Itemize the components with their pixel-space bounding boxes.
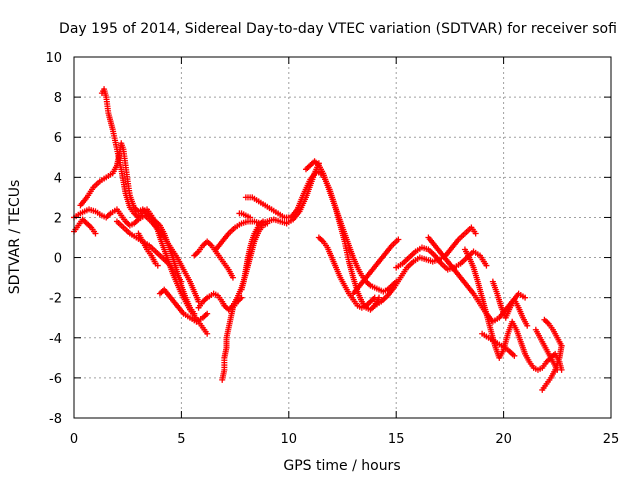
series-track-13 — [236, 210, 254, 221]
series-track-5 — [113, 218, 185, 285]
data-point — [558, 342, 565, 349]
series-track-8 — [195, 220, 271, 313]
data-point — [524, 322, 531, 329]
y-tick-label: 2 — [54, 211, 62, 226]
data-point — [483, 262, 490, 269]
data-point — [178, 278, 185, 285]
data-point — [260, 218, 267, 225]
ticks — [73, 56, 612, 419]
data-point — [371, 294, 378, 301]
series-track-23 — [479, 330, 518, 359]
series-track-14 — [242, 168, 383, 313]
data-point — [511, 352, 518, 359]
data-layer — [71, 86, 565, 393]
x-tick-label: 20 — [495, 432, 512, 447]
x-tick-label: 0 — [70, 432, 78, 447]
data-point — [395, 236, 402, 243]
data-point — [204, 310, 211, 317]
data-point — [247, 214, 254, 221]
plot-frame — [73, 56, 612, 419]
series-track-15 — [302, 158, 400, 295]
series-track-26 — [541, 316, 565, 349]
series-track-25 — [539, 342, 565, 393]
y-tick-label: -6 — [49, 372, 62, 387]
data-point — [522, 294, 529, 301]
y-tick-label: 8 — [54, 91, 62, 106]
x-tick-label: 10 — [281, 432, 298, 447]
series-track-4 — [71, 216, 99, 237]
series-track-16 — [315, 234, 378, 311]
data-point — [238, 294, 245, 301]
x-axis-label: GPS time / hours — [283, 458, 400, 474]
data-point — [154, 262, 161, 269]
series-track-17 — [350, 236, 402, 297]
series-track-19 — [393, 244, 490, 273]
y-tick-label: 10 — [45, 51, 62, 66]
y-tick-label: -8 — [49, 412, 62, 427]
series-track-22 — [489, 278, 531, 329]
series-track-9 — [191, 238, 236, 281]
y-tick-label: -2 — [49, 292, 62, 307]
series-track-10 — [219, 294, 245, 383]
series-track-6 — [135, 230, 161, 269]
y-tick-label: -4 — [49, 332, 62, 347]
series-track-18 — [371, 224, 479, 309]
series-track-7 — [156, 286, 211, 325]
data-point — [229, 274, 236, 281]
x-tick-label: 15 — [388, 432, 405, 447]
data-point — [472, 230, 479, 237]
x-tick-label: 5 — [177, 432, 185, 447]
tick-labels: 0 5 10 15 20 25 -8 -6 -4 -2 0 2 4 6 8 10 — [45, 51, 619, 447]
data-point — [92, 230, 99, 237]
y-tick-label: 6 — [54, 131, 62, 146]
data-point — [204, 330, 211, 337]
series-track-12 — [238, 218, 267, 293]
y-tick-label: 0 — [54, 252, 62, 267]
chart-title: Day 195 of 2014, Sidereal Day-to-day VTE… — [59, 21, 617, 37]
y-axis-label: SDTVAR / TECUs — [7, 180, 23, 295]
grid — [74, 57, 611, 418]
y-tick-label: 4 — [54, 171, 62, 186]
x-tick-label: 25 — [603, 432, 620, 447]
